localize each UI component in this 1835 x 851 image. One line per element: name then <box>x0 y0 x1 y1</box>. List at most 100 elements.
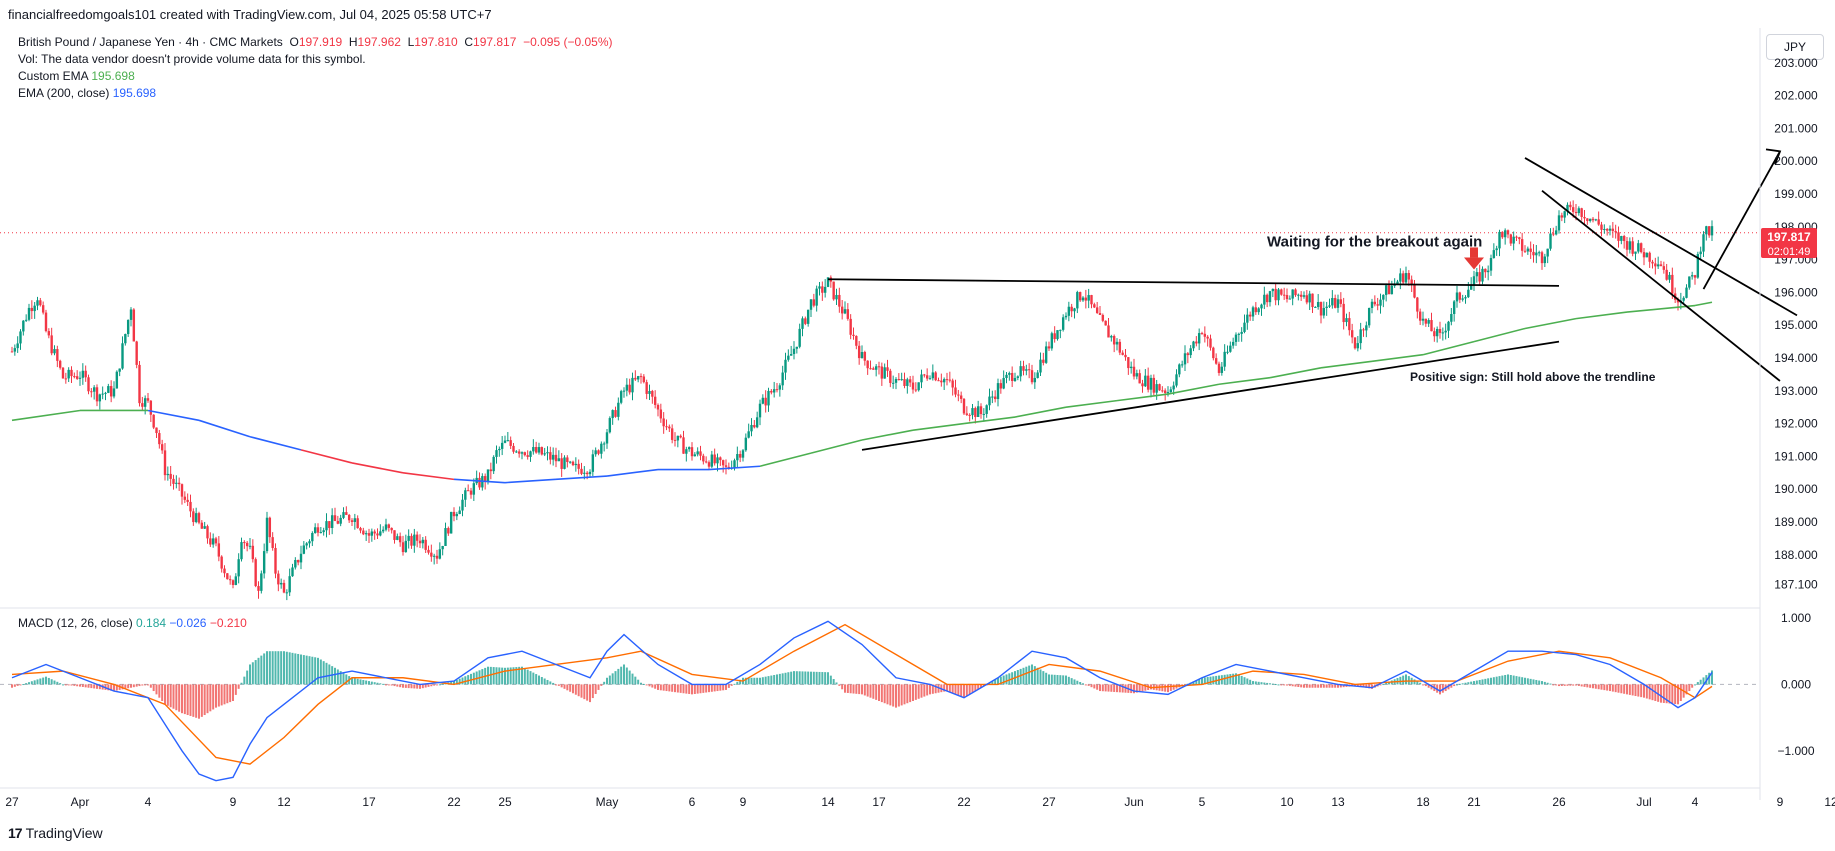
ema-segment <box>912 422 965 431</box>
candle-body <box>526 455 529 457</box>
macd-hist-bar <box>1305 684 1308 688</box>
candle-body <box>1461 298 1464 300</box>
macd-hist-bar <box>322 661 325 685</box>
macd-hist-bar <box>1586 684 1589 688</box>
candle-body <box>376 533 379 536</box>
macd-hist-bar <box>297 653 300 685</box>
candle-body <box>262 551 266 574</box>
candle-body <box>1631 241 1634 254</box>
macd-hist-bar <box>351 677 353 685</box>
macd-hist-bar <box>172 684 175 709</box>
macd-hist-bar <box>433 684 436 686</box>
macd-hist-bar <box>892 684 895 707</box>
custom-ema-row[interactable]: Custom EMA 195.698 <box>18 68 613 85</box>
macd-hist-bar <box>215 684 217 708</box>
candle-body <box>1433 331 1436 337</box>
candle-body <box>1444 330 1447 333</box>
macd-hist-bar <box>1498 676 1501 685</box>
candle-body <box>1430 320 1433 332</box>
signal-line <box>11 623 1713 765</box>
candle-body <box>384 524 388 530</box>
candle-body <box>512 445 515 452</box>
candle-body <box>206 526 209 539</box>
candle-body <box>996 383 1000 400</box>
candle-body <box>670 428 674 440</box>
currency-button[interactable]: JPY <box>1766 34 1824 60</box>
candle-body <box>557 458 561 462</box>
candle-body <box>1146 375 1150 390</box>
candle-body <box>1200 333 1204 335</box>
ema-row[interactable]: EMA (200, close) 195.698 <box>18 85 613 102</box>
macd-hist-bar <box>1572 684 1575 686</box>
candle-body <box>1090 295 1093 305</box>
candle-body <box>1044 346 1048 363</box>
macd-hist-bar <box>1257 681 1260 685</box>
macd-hist-bar <box>1291 684 1294 687</box>
macd-hist-bar <box>838 684 841 686</box>
candle-body <box>1322 308 1326 316</box>
macd-hist-bar <box>549 681 552 685</box>
candle-body <box>857 345 861 359</box>
candle-body <box>1288 298 1292 300</box>
macd-hist-bar <box>818 671 821 685</box>
candle-body <box>549 452 552 460</box>
ema-segment <box>1014 406 1067 418</box>
candle-body <box>1095 307 1099 314</box>
macd-hist-bar <box>909 684 912 703</box>
macd-label[interactable]: MACD (12, 26, close) <box>18 616 133 630</box>
macd-hist-bar <box>1150 684 1152 690</box>
macd-hist-bar <box>183 684 186 715</box>
candle-body <box>254 559 257 587</box>
red-down-arrow-icon[interactable] <box>1464 247 1484 270</box>
candle-body <box>24 319 28 321</box>
macd-hist-bar <box>1668 684 1671 704</box>
macd-hist-bar <box>209 684 212 712</box>
macd-hist-bar <box>166 684 169 706</box>
candle-body <box>404 540 408 553</box>
candle-body <box>1656 264 1660 267</box>
macd-hist-bar <box>968 684 971 695</box>
candle-body <box>1588 218 1592 222</box>
macd-hist-bar <box>1439 684 1441 695</box>
candle-body <box>515 451 518 453</box>
candle-body <box>840 306 844 314</box>
l-label: L <box>407 35 415 49</box>
breakout-annotation[interactable]: Waiting for the breakout again <box>1267 233 1482 250</box>
macd-hist-bar <box>484 667 487 685</box>
candle-body <box>1217 363 1221 373</box>
macd-hist-bar <box>699 684 702 694</box>
candle-body <box>231 580 235 585</box>
candle-body <box>1098 313 1102 315</box>
macd-hist-bar <box>419 684 421 689</box>
candle-body <box>1600 224 1603 230</box>
macd-hist-bar <box>368 681 370 685</box>
candle-body <box>1492 250 1496 259</box>
macd-hist-bar <box>793 671 795 685</box>
macd-hist-bar <box>101 684 104 690</box>
macd-hist-bar <box>767 676 770 685</box>
macd-hist-bar <box>1175 684 1178 689</box>
macd-hist-bar <box>787 672 790 685</box>
price-badge-countdown: 02:01:49 <box>1768 246 1811 258</box>
footer-brand[interactable]: 17 TradingView <box>8 825 103 841</box>
candle-body <box>636 376 640 380</box>
candle-body <box>177 482 181 485</box>
price-tick-label: 189.000 <box>1774 515 1818 529</box>
positive-annotation[interactable]: Positive sign: Still hold above the tren… <box>1410 370 1656 384</box>
macd-hist-bar <box>1042 671 1045 685</box>
candle-body <box>1076 292 1079 309</box>
macd-hist-bar <box>1002 675 1005 685</box>
macd-hist-bar <box>135 684 138 687</box>
candle-body <box>543 453 546 455</box>
candle-body <box>523 452 527 456</box>
candle-body <box>200 522 204 529</box>
candle-body <box>1628 241 1632 250</box>
symbol-title[interactable]: British Pound / Japanese Yen · 4h · CMC … <box>18 35 283 49</box>
macd-hist-bar <box>662 684 665 691</box>
macd-hist-bar <box>382 683 385 685</box>
candle-body <box>699 451 702 456</box>
macd-hist-bar <box>25 683 28 685</box>
candle-body <box>1665 269 1668 280</box>
candle-body <box>163 450 167 476</box>
